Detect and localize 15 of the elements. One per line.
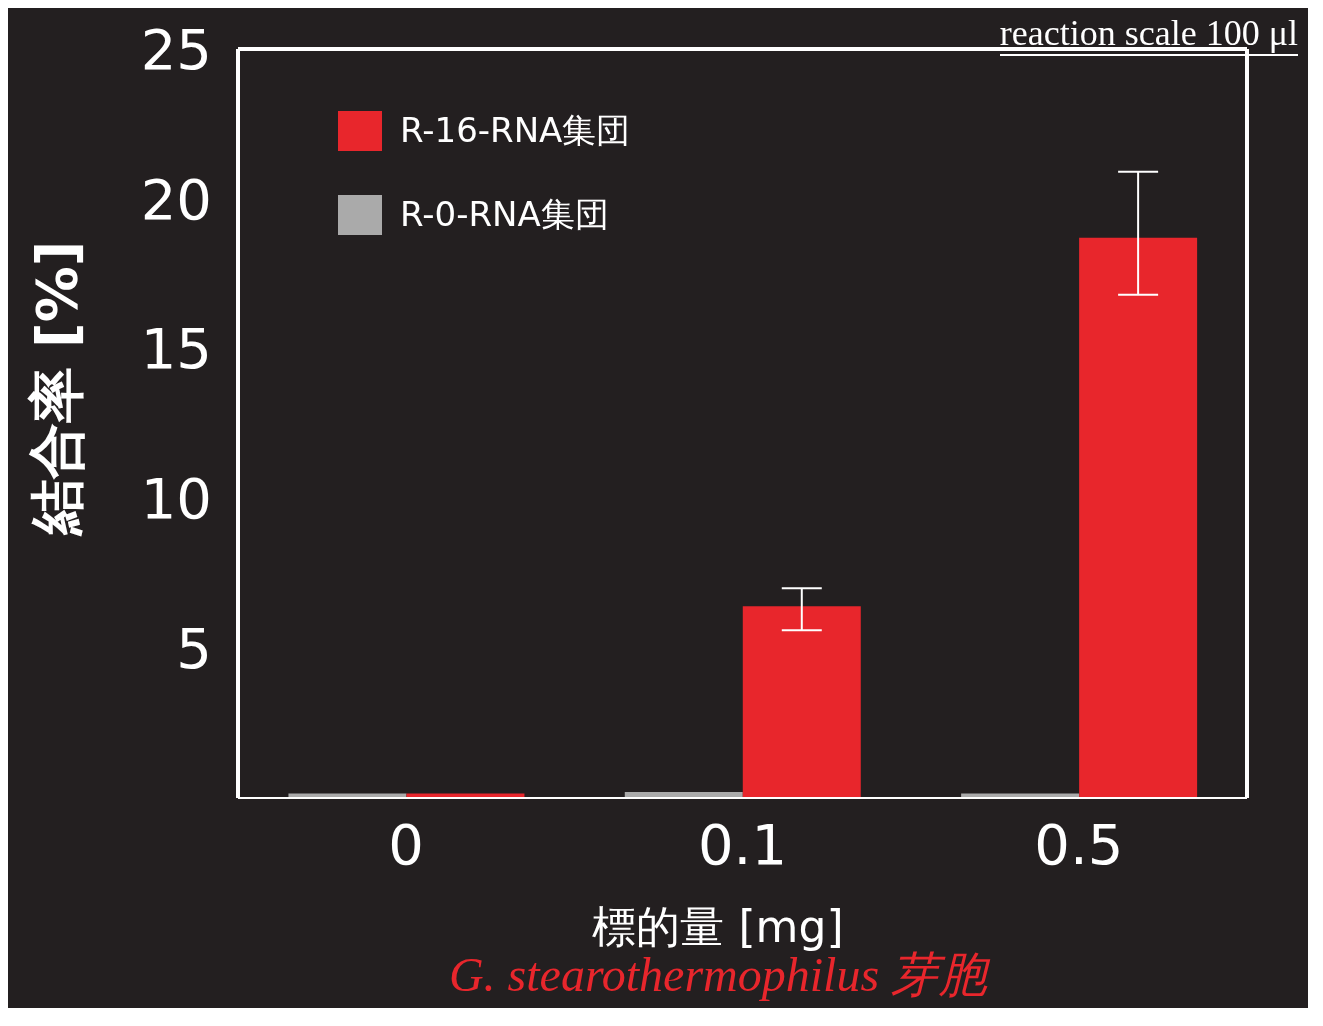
legend-label: R-16-RNA集団 [400,109,631,152]
legend-label: R-0-RNA集団 [400,193,609,236]
y-tick-label: 20 [140,166,212,232]
y-axis-title: 結合率 [%] [23,240,90,536]
x-tick-label: 0 [388,811,424,877]
bar [742,606,861,798]
annotation: reaction scale 100 μl [999,12,1298,56]
bar [1079,237,1198,798]
y-tick-label: 15 [140,316,212,382]
x-tick-label: 0.1 [697,811,788,877]
x-tick-label: 0.5 [1034,811,1124,877]
y-tick-label: 5 [176,616,212,682]
y-tick-label: 10 [140,466,212,532]
x-axis-title: 標的量 [mg] [591,900,845,954]
y-tick-label: 25 [140,16,212,82]
